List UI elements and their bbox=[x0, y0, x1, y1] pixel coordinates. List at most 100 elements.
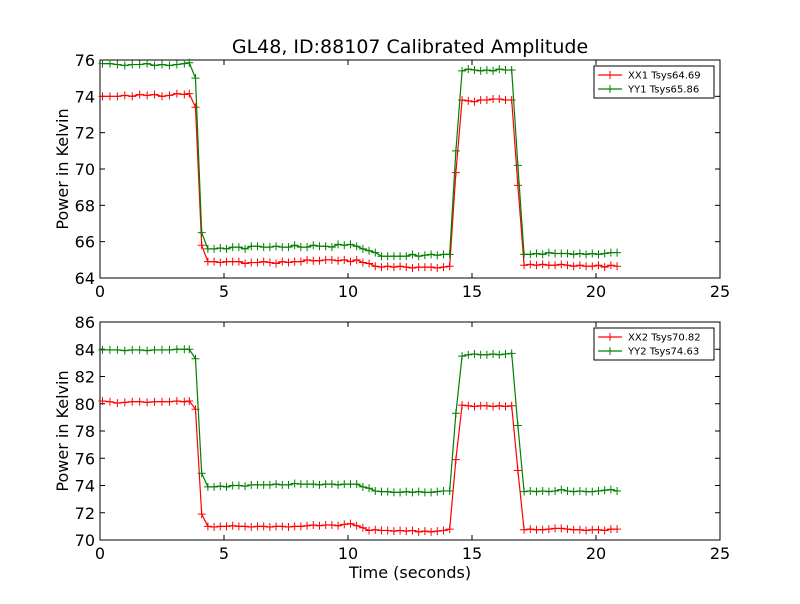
data-point bbox=[532, 249, 541, 258]
data-point bbox=[464, 350, 473, 359]
data-point bbox=[563, 261, 572, 270]
data-point bbox=[470, 402, 479, 411]
data-point bbox=[234, 243, 243, 252]
data-point bbox=[98, 92, 107, 101]
data-point bbox=[234, 481, 243, 490]
data-point bbox=[513, 421, 522, 430]
data-point bbox=[352, 255, 361, 264]
data-point bbox=[427, 527, 436, 536]
data-point bbox=[105, 345, 114, 354]
data-point bbox=[575, 249, 584, 258]
data-point bbox=[365, 526, 374, 535]
y-tick-label: 74 bbox=[75, 87, 95, 106]
series-yy-line bbox=[98, 58, 622, 261]
data-point bbox=[135, 90, 144, 99]
data-point bbox=[445, 486, 454, 495]
data-point bbox=[544, 487, 553, 496]
data-point bbox=[600, 263, 609, 272]
x-tick-label: 0 bbox=[95, 544, 105, 563]
data-point bbox=[185, 58, 194, 67]
data-point bbox=[158, 60, 166, 69]
data-point bbox=[185, 89, 194, 98]
data-point bbox=[420, 251, 429, 260]
series-xx-line bbox=[98, 89, 622, 273]
data-point bbox=[544, 248, 553, 257]
data-point bbox=[135, 397, 144, 406]
data-point bbox=[327, 480, 336, 489]
data-point bbox=[513, 466, 522, 475]
data-point bbox=[433, 487, 442, 496]
data-point bbox=[594, 486, 603, 495]
x-tick-label: 25 bbox=[710, 282, 730, 301]
data-point bbox=[241, 522, 250, 531]
x-tick-label: 5 bbox=[219, 282, 229, 301]
data-point bbox=[501, 350, 510, 359]
data-point bbox=[113, 399, 122, 408]
data-point bbox=[284, 523, 293, 532]
data-point bbox=[105, 397, 114, 406]
data-point bbox=[165, 61, 174, 70]
data-point bbox=[402, 252, 411, 261]
data-point bbox=[600, 526, 609, 535]
data-point bbox=[120, 398, 129, 407]
data-point bbox=[290, 479, 299, 488]
data-point bbox=[296, 257, 305, 266]
legend-box bbox=[593, 327, 715, 361]
data-point bbox=[489, 402, 498, 411]
data-point bbox=[495, 401, 504, 410]
data-point bbox=[165, 91, 174, 100]
data-point bbox=[334, 480, 343, 489]
legend-marker bbox=[606, 333, 614, 341]
data-point bbox=[495, 65, 504, 74]
data-point bbox=[334, 521, 343, 530]
data-point bbox=[128, 60, 137, 69]
data-point bbox=[113, 345, 122, 354]
data-point bbox=[383, 262, 392, 271]
data-point bbox=[303, 255, 312, 264]
data-point bbox=[315, 521, 324, 530]
data-point bbox=[128, 345, 137, 354]
data-point bbox=[241, 259, 250, 268]
data-point bbox=[582, 526, 591, 535]
series-xx-line bbox=[98, 397, 622, 536]
data-point bbox=[569, 250, 578, 259]
y-tick-label: 64 bbox=[75, 269, 95, 288]
data-point bbox=[185, 345, 194, 354]
data-point bbox=[526, 525, 535, 534]
data-point bbox=[458, 352, 467, 361]
data-point bbox=[402, 487, 411, 496]
data-point bbox=[451, 455, 460, 464]
data-point bbox=[408, 250, 417, 259]
data-point bbox=[544, 525, 553, 534]
data-point bbox=[383, 526, 392, 535]
data-point bbox=[613, 248, 622, 257]
data-point bbox=[383, 487, 392, 496]
data-point bbox=[265, 523, 274, 532]
data-point bbox=[445, 262, 454, 271]
data-point bbox=[526, 250, 535, 259]
y-tick-label: 78 bbox=[75, 422, 95, 441]
data-point bbox=[284, 480, 293, 489]
data-point bbox=[150, 345, 159, 354]
data-point bbox=[210, 244, 219, 253]
legend: XX2 Tsys70.82 YY2 Tsys74.63 bbox=[593, 327, 715, 361]
data-point bbox=[340, 255, 349, 264]
data-point bbox=[228, 521, 237, 530]
data-point bbox=[445, 250, 454, 259]
data-point bbox=[451, 146, 460, 155]
data-point bbox=[433, 264, 442, 273]
data-point bbox=[327, 521, 336, 530]
data-point bbox=[120, 61, 129, 70]
data-point bbox=[513, 161, 522, 170]
data-point bbox=[334, 256, 343, 265]
x-tick-label: 20 bbox=[586, 544, 606, 563]
data-point bbox=[557, 260, 566, 269]
chart-panel-1: 0 5 10 15 20 25 64 66 68 70 72 74 76 Power in Kelvin X… bbox=[53, 51, 730, 301]
data-point bbox=[470, 350, 479, 359]
y-tick-label: 72 bbox=[75, 124, 95, 143]
x-tick-label: 10 bbox=[338, 544, 358, 563]
data-point bbox=[470, 97, 479, 106]
y-tick-label: 84 bbox=[75, 340, 95, 359]
data-point bbox=[222, 522, 231, 531]
